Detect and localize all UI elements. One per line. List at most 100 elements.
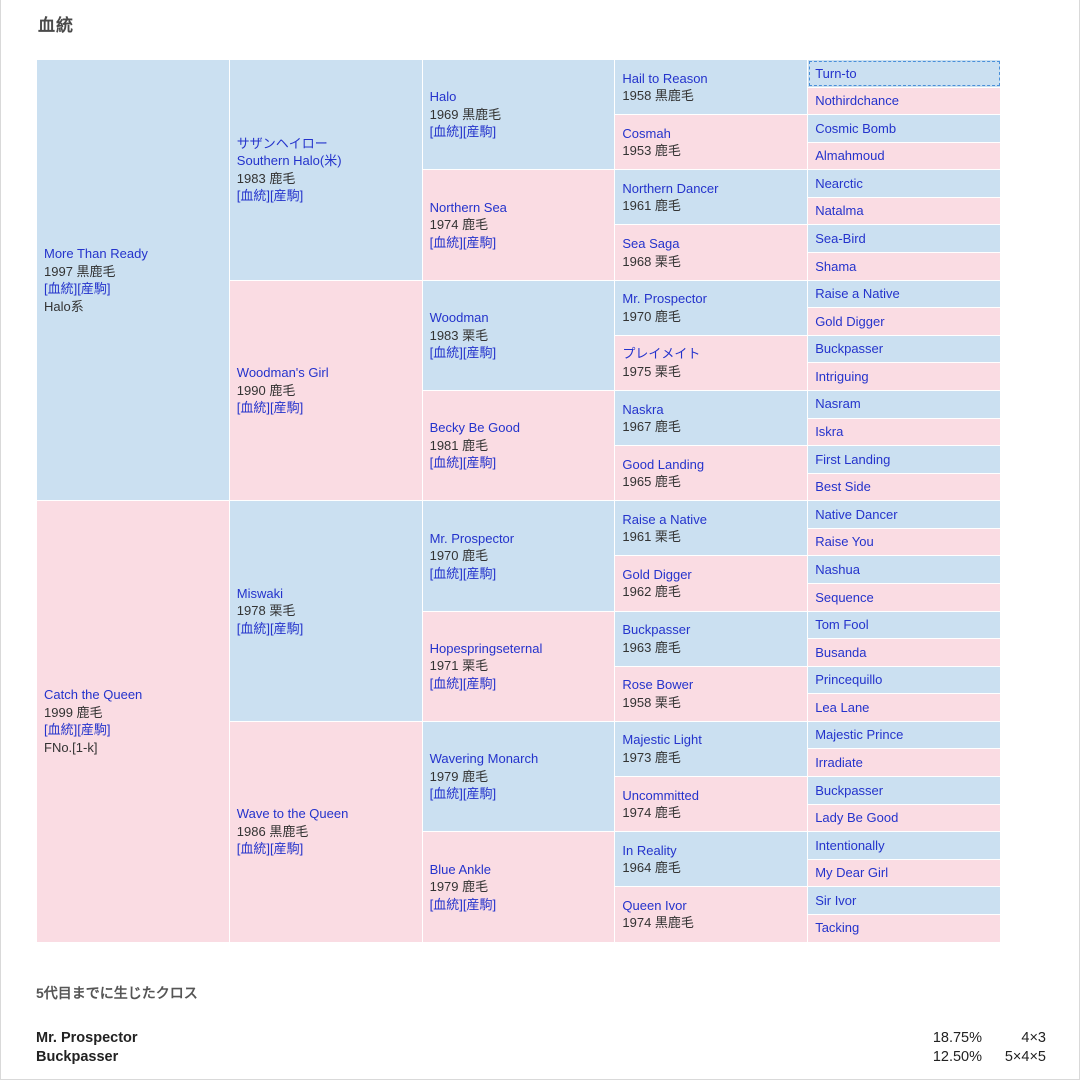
horse-link[interactable]: Nasram	[815, 396, 861, 412]
horse-link[interactable]: Natalma	[815, 203, 864, 219]
horse-link[interactable]: Nearctic	[815, 175, 863, 191]
horse-link[interactable]: Woodman	[429, 310, 489, 326]
horse-link[interactable]: Sea-Bird	[815, 231, 866, 246]
horse-info: 1958 栗毛	[622, 694, 681, 710]
horse-pedigree-link[interactable]: [血統]	[429, 565, 463, 581]
horse-pedigree-link[interactable]: [血統]	[429, 675, 463, 691]
horse-link[interactable]: Buckpasser	[815, 782, 884, 798]
horse-offspring-link[interactable]: [産駒]	[270, 620, 304, 636]
horse-offspring-link[interactable]: [産駒]	[462, 345, 497, 361]
horse-link[interactable]: Buckpasser	[815, 341, 884, 357]
horse-pedigree-link[interactable]: [血統]	[429, 345, 463, 361]
horse-pedigree-link[interactable]: [血統]	[44, 281, 78, 297]
horse-link[interactable]: Intentionally	[815, 837, 885, 853]
horse-pedigree-link[interactable]: [血統]	[44, 722, 78, 738]
horse-link[interactable]: Buckpasser	[622, 622, 691, 638]
horse-link[interactable]: Lady Be Good	[815, 810, 899, 826]
horse-link[interactable]: Mr. Prospector	[622, 291, 707, 307]
horse-link[interactable]: Tacking	[815, 920, 860, 936]
horse-pedigree-link[interactable]: [血統]	[236, 400, 271, 416]
pedigree-cell: Raise a Native 1961 栗毛	[614, 500, 809, 557]
horse-link[interactable]: Naskra	[622, 401, 664, 417]
horse-link[interactable]: Busanda	[815, 644, 867, 660]
horse-offspring-link[interactable]: [産駒]	[462, 565, 497, 581]
horse-link[interactable]: Wavering Monarch	[429, 751, 539, 767]
horse-link[interactable]: Blue Ankle	[429, 861, 492, 877]
horse-offspring-link[interactable]: [産駒]	[462, 786, 497, 802]
horse-link[interactable]: Hopespringseternal	[429, 640, 543, 656]
pedigree-row: Sequence	[37, 582, 1001, 612]
horse-pedigree-link[interactable]: [血統]	[429, 786, 463, 802]
horse-offspring-link[interactable]: [産駒]	[270, 841, 304, 857]
horse-link[interactable]: Intriguing	[815, 368, 869, 384]
horse-link[interactable]: Northern Dancer	[622, 180, 719, 196]
horse-pedigree-link[interactable]: [血統]	[236, 620, 271, 636]
horse-pedigree-link[interactable]: [血統]	[236, 841, 271, 857]
horse-link[interactable]: Gold Digger	[622, 566, 692, 582]
horse-offspring-link[interactable]: [産駒]	[77, 281, 111, 297]
horse-link[interactable]: プレイメイト	[622, 346, 701, 362]
horse-link[interactable]: Cosmic Bomb	[815, 120, 897, 136]
horse-link[interactable]: Gold Digger	[815, 313, 885, 329]
horse-link[interactable]: Becky Be Good	[429, 420, 520, 436]
horse-link[interactable]: Native Dancer	[815, 506, 898, 522]
pedigree-cell: Intentionally	[807, 831, 1001, 860]
horse-link[interactable]: Majestic Light	[622, 732, 702, 748]
horse-offspring-link[interactable]: [産駒]	[462, 896, 497, 912]
horse-link[interactable]: Southern Halo(米)	[236, 153, 342, 169]
horse-link[interactable]: Sir Ivor	[815, 892, 857, 908]
horse-link[interactable]: Nothirdchance	[815, 93, 900, 109]
horse-pedigree-link[interactable]: [血統]	[429, 124, 463, 140]
horse-link[interactable]: Almahmoud	[815, 148, 885, 164]
horse-pedigree-link[interactable]: [血統]	[236, 188, 271, 204]
horse-info: 1979 鹿毛	[429, 879, 489, 895]
horse-offspring-link[interactable]: [産駒]	[462, 234, 497, 250]
horse-link[interactable]: My Dear Girl	[815, 865, 889, 881]
horse-link[interactable]: Turn-to	[815, 65, 857, 81]
horse-link[interactable]: Miswaki	[236, 585, 284, 601]
horse-link[interactable]: Raise You	[815, 534, 874, 550]
horse-link[interactable]: First Landing	[815, 451, 891, 467]
horse-link[interactable]: サザンヘイロー	[236, 135, 328, 151]
horse-link[interactable]: Woodman's Girl	[236, 365, 329, 381]
horse-pedigree-link[interactable]: [血統]	[429, 896, 463, 912]
horse-link[interactable]: Best Side	[815, 479, 871, 495]
horse-link[interactable]: Shama	[815, 258, 857, 274]
horse-link[interactable]: Good Landing	[622, 456, 705, 472]
horse-link[interactable]: In Reality	[622, 842, 677, 858]
horse-link[interactable]: Uncommitted	[622, 787, 699, 803]
horse-link[interactable]: Lea Lane	[815, 699, 870, 715]
horse-link[interactable]: Northern Sea	[429, 199, 507, 215]
horse-link[interactable]: Queen Ivor	[622, 897, 687, 913]
horse-link[interactable]: Rose Bower	[622, 677, 694, 693]
horse-offspring-link[interactable]: [産駒]	[462, 675, 497, 691]
horse-link[interactable]: Hail to Reason	[622, 70, 708, 86]
horse-link[interactable]: More Than Ready	[44, 246, 148, 262]
horse-link[interactable]: Cosmah	[622, 125, 671, 141]
horse-offspring-link[interactable]: [産駒]	[77, 722, 111, 738]
horse-link[interactable]: Nashua	[815, 561, 860, 577]
horse-link[interactable]: Mr. Prospector	[429, 530, 515, 546]
horse-link[interactable]: Raise a Native	[815, 286, 900, 302]
horse-offspring-link[interactable]: [産駒]	[462, 124, 497, 140]
pedigree-cell: Almahmoud	[807, 141, 1001, 171]
horse-offspring-link[interactable]: [産駒]	[270, 400, 304, 416]
horse-link[interactable]: Wave to the Queen	[236, 806, 349, 822]
horse-link[interactable]: Raise a Native	[622, 511, 707, 527]
horse-pedigree-link[interactable]: [血統]	[429, 234, 463, 250]
horse-link[interactable]: Tom Fool	[815, 617, 869, 633]
horse-link[interactable]: Irradiate	[815, 754, 863, 770]
pedigree-row: Shama	[37, 252, 1001, 281]
horse-link[interactable]: Princequillo	[815, 672, 883, 688]
horse-offspring-link[interactable]: [産駒]	[462, 455, 497, 471]
horse-link[interactable]: Majestic Prince	[815, 727, 904, 743]
horse-link[interactable]: Iskra	[815, 424, 844, 440]
horse-link[interactable]: Catch the Queen	[44, 687, 143, 703]
horse-offspring-link[interactable]: [産駒]	[270, 188, 304, 204]
cross-pattern: 5×4×5	[1004, 1049, 1046, 1065]
horse-pedigree-link[interactable]: [血統]	[429, 455, 463, 471]
horse-link[interactable]: Sea Saga	[622, 236, 680, 252]
pedigree-cell: First Landing	[807, 445, 1001, 474]
horse-link[interactable]: Halo	[429, 89, 457, 105]
horse-link[interactable]: Sequence	[815, 589, 874, 605]
